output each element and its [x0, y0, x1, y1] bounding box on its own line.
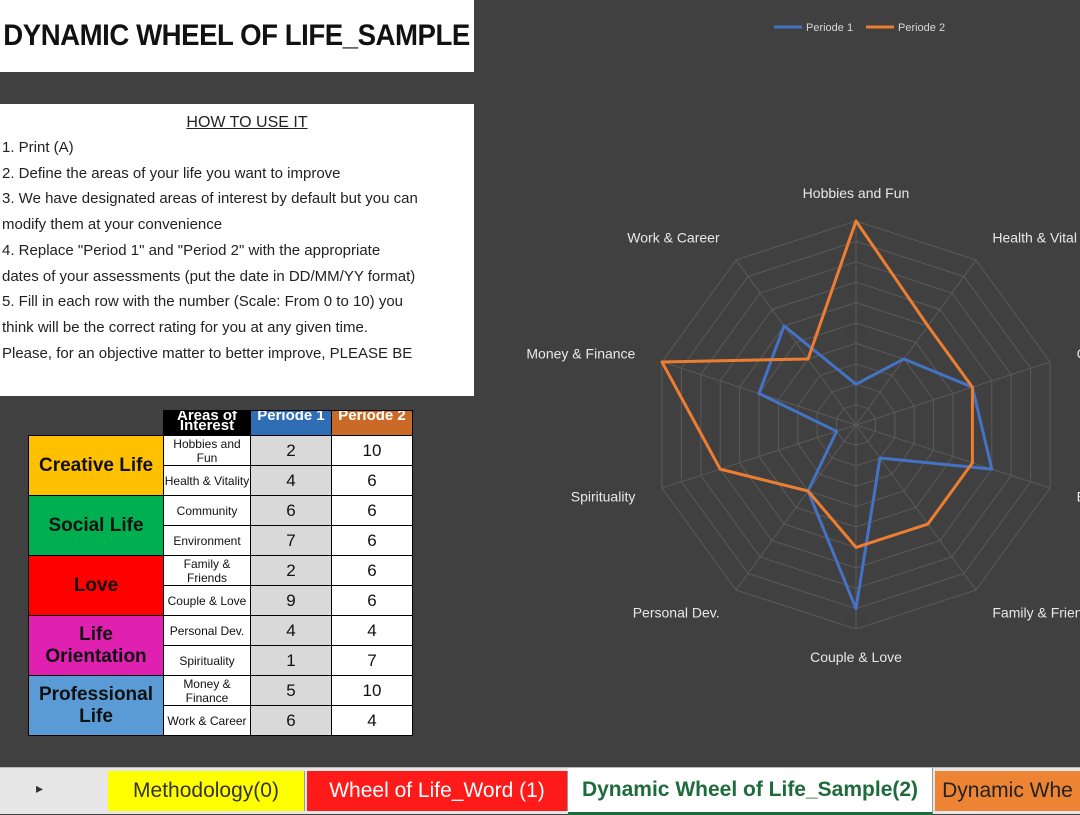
- legend-label: Periode 2: [898, 22, 945, 34]
- axis-label: Spirituality: [571, 489, 636, 505]
- periode-1-cell[interactable]: 6: [250, 705, 332, 736]
- periode-2-cell[interactable]: 6: [331, 465, 413, 496]
- periode-2-cell[interactable]: 6: [331, 555, 413, 586]
- axis-label: Health & Vital: [992, 229, 1077, 245]
- series-line-2: [660, 219, 974, 549]
- periode-2-cell[interactable]: 4: [331, 705, 413, 736]
- axis-label: Money & Finance: [526, 345, 635, 361]
- chart-legend: Periode 1 Periode 2: [774, 22, 945, 34]
- area-cell[interactable]: Environment: [163, 525, 251, 556]
- category-cell[interactable]: Love: [28, 555, 164, 616]
- table-row: Creative Life Hobbies and Fun 2 10: [28, 435, 413, 496]
- axis-label: Personal Dev.: [633, 605, 720, 621]
- table-row: Love Family & Friends 2 6: [28, 555, 413, 616]
- axis-label: Couple & Love: [810, 649, 902, 665]
- periode-1-cell[interactable]: 4: [250, 465, 332, 496]
- periode-1-cell[interactable]: 6: [250, 495, 332, 526]
- periode-1-cell[interactable]: 2: [250, 555, 332, 586]
- grid-spoke: [855, 424, 1051, 489]
- area-cell[interactable]: Family & Friends: [163, 555, 251, 586]
- how-to-line: 2. Define the areas of your life you wan…: [2, 164, 341, 182]
- grid-spoke: [735, 259, 857, 426]
- axis-label: Work & Career: [627, 229, 720, 245]
- table-row: Work & Career 6 4: [29, 705, 413, 736]
- table-row: Social Life Community 6 6: [28, 495, 413, 556]
- area-cell[interactable]: Spirituality: [163, 645, 251, 676]
- header-spacer: [29, 411, 164, 436]
- category-cell[interactable]: Creative Life: [28, 435, 164, 496]
- periode-1-cell[interactable]: 1: [250, 645, 332, 676]
- grid-spoke: [735, 424, 857, 591]
- grid-spoke: [661, 424, 857, 489]
- how-to-line: 5. Fill in each row with the number (Sca…: [2, 293, 404, 311]
- periode-2-cell[interactable]: 6: [331, 495, 413, 526]
- legend-label: Periode 1: [806, 22, 853, 34]
- grid-spoke: [855, 361, 1051, 426]
- category-cell[interactable]: Life Orientation: [28, 615, 164, 676]
- radar-series: [660, 219, 994, 611]
- table-row: Health & Vitality 4 6: [29, 465, 413, 496]
- header-periode-2[interactable]: Periode 2: [331, 410, 413, 436]
- page-title: DYNAMIC WHEEL OF LIFE_SAMPLE: [3, 19, 471, 52]
- area-cell[interactable]: Health & Vitality: [163, 465, 251, 496]
- how-to-panel: HOW TO USE IT 1. Print (A) 2. Define the…: [0, 104, 474, 396]
- how-to-heading: HOW TO USE IT: [186, 114, 308, 131]
- title-banner: DYNAMIC WHEEL OF LIFE_SAMPLE: [0, 0, 474, 72]
- axis-label: E: [1077, 489, 1080, 505]
- how-to-line: 1. Print (A): [2, 139, 74, 156]
- area-cell[interactable]: Personal Dev.: [163, 615, 251, 646]
- periode-1-cell[interactable]: 7: [250, 525, 332, 556]
- periode-2-cell[interactable]: 10: [331, 675, 413, 706]
- axis-label: Family & Frien: [992, 605, 1080, 621]
- sheet-tab[interactable]: Methodology(0): [108, 771, 305, 811]
- scroll-tabs-right-icon[interactable]: ▸: [36, 780, 44, 796]
- periode-2-cell[interactable]: 6: [331, 585, 413, 616]
- grid-spoke: [855, 424, 977, 591]
- periode-1-cell[interactable]: 9: [250, 585, 332, 616]
- table-row: Professional Life Money & Finance 5 10: [28, 675, 413, 736]
- table-row: Life Orientation Personal Dev. 4 4: [28, 615, 413, 676]
- how-to-line: Please, for an objective matter to bette…: [2, 344, 413, 362]
- sheet-tab-bar: ▸ Methodology(0) Wheel of Life_Word (1) Dy…: [0, 767, 1080, 815]
- area-cell[interactable]: Couple & Love: [163, 585, 251, 616]
- category-cell[interactable]: Professional Life: [28, 675, 164, 736]
- how-to-line: think will be the correct rating for you…: [2, 318, 369, 336]
- periode-2-cell[interactable]: 10: [331, 435, 413, 466]
- periode-1-cell[interactable]: 2: [250, 435, 332, 466]
- table-row: Spirituality 1 7: [29, 645, 413, 676]
- sheet-tab[interactable]: Dynamic Whe: [935, 771, 1080, 811]
- table-row: Environment 7 6: [29, 525, 413, 556]
- area-cell[interactable]: Money & Finance: [163, 675, 251, 706]
- how-to-line: modify them at your convenience: [2, 216, 223, 234]
- how-to-line: 4. Replace "Period 1" and "Period 2" wit…: [2, 241, 381, 259]
- header-areas[interactable]: Areas of Interest: [163, 410, 251, 436]
- axis-label: Hobbies and Fun: [803, 185, 910, 201]
- periode-1-cell[interactable]: 4: [250, 615, 332, 646]
- area-cell[interactable]: Work & Career: [163, 705, 251, 736]
- series-line-1: [757, 324, 994, 611]
- periode-2-cell[interactable]: 6: [331, 525, 413, 556]
- how-to-line: 3. We have designated areas of interest …: [2, 190, 418, 208]
- sheet-tab[interactable]: Wheel of Life_Word (1): [307, 771, 568, 811]
- table-row: Couple & Love 9 6: [29, 585, 413, 616]
- header-periode-1[interactable]: Periode 1: [250, 410, 332, 436]
- axis-label: C: [1077, 345, 1080, 361]
- periode-2-cell[interactable]: 7: [331, 645, 413, 676]
- area-cell[interactable]: Community: [163, 495, 251, 526]
- grid-spoke: [855, 259, 977, 426]
- category-cell[interactable]: Social Life: [28, 495, 164, 556]
- area-cell[interactable]: Hobbies and Fun: [163, 435, 251, 466]
- radar-axis-labels: Hobbies and Fun Health & Vital C E Family & …: [526, 185, 1080, 665]
- radar-grid: [661, 220, 1051, 630]
- ratings-body: Creative Life Hobbies and Fun 2 10 Health & …: [28, 435, 413, 736]
- periode-2-cell[interactable]: 4: [331, 615, 413, 646]
- periode-1-cell[interactable]: 5: [250, 675, 332, 706]
- wheel-of-life-chart: Periode 1 Periode 2 Hobbies and Fun Health…: [526, 22, 1080, 665]
- ratings-table: Areas of Interest Periode 1 Periode 2 Cr…: [28, 410, 413, 736]
- sheet-tab[interactable]: Dynamic Wheel of Life_Sample(2): [568, 768, 933, 815]
- how-to-line: dates of your assessments (put the date …: [2, 267, 416, 285]
